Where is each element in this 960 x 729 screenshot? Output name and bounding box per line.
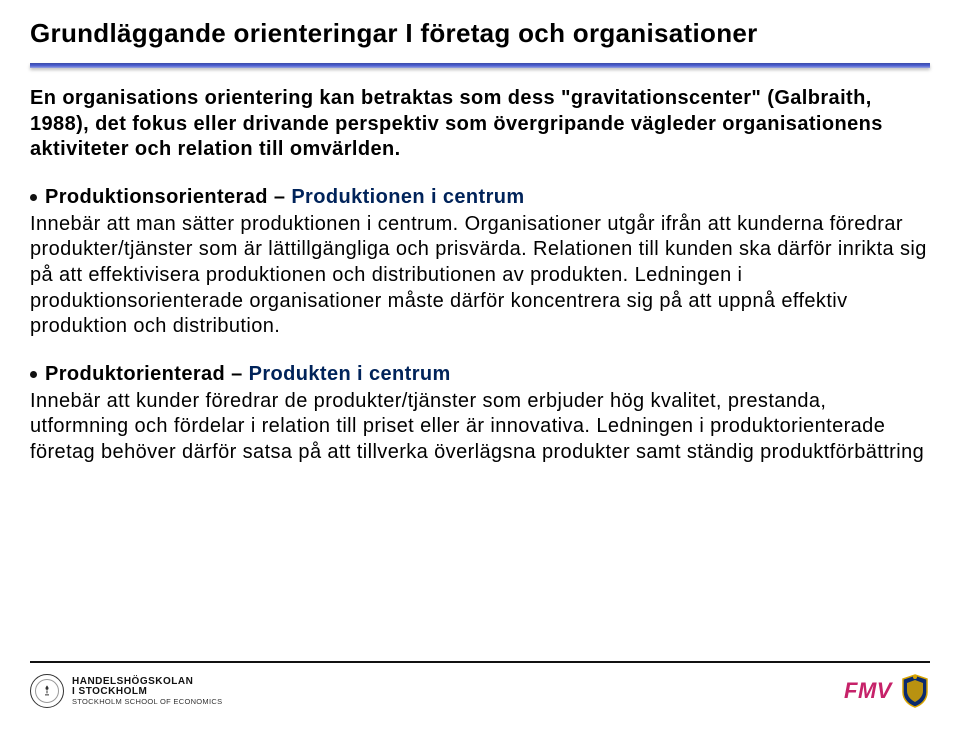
content-area: En organisations orientering kan betrakt…: [30, 86, 930, 466]
intro-paragraph: En organisations orientering kan betrakt…: [30, 86, 930, 163]
hand-mercury-icon: [41, 684, 53, 696]
hhs-seal-icon: [30, 674, 64, 708]
fmv-logo: FMV: [844, 674, 930, 708]
heading-bold: Produktionsorienterad –: [45, 186, 291, 208]
bullet-icon: [30, 194, 37, 201]
hhs-logo: HANDELSHÖGSKOLAN I STOCKHOLM STOCKHOLM S…: [30, 674, 222, 708]
bullet-icon: [30, 371, 37, 378]
section-produktionsorienterad: Produktionsorienterad – Produktionen i c…: [30, 185, 930, 340]
slide: Grundläggande orienteringar I företag oc…: [0, 0, 960, 729]
heading-navy: Produkten i centrum: [249, 363, 451, 385]
slide-title: Grundläggande orienteringar I företag oc…: [30, 18, 930, 49]
section-body: Innebär att man sätter produktionen i ce…: [30, 212, 930, 340]
footer: HANDELSHÖGSKOLAN I STOCKHOLM STOCKHOLM S…: [30, 661, 930, 717]
hhs-line3: STOCKHOLM SCHOOL OF ECONOMICS: [72, 698, 222, 706]
footer-row: HANDELSHÖGSKOLAN I STOCKHOLM STOCKHOLM S…: [30, 669, 930, 713]
section-body: Innebär att kunder föredrar de produkter…: [30, 389, 930, 466]
fmv-crest-icon: [900, 674, 930, 708]
title-underline: [30, 63, 930, 68]
hhs-line2: I STOCKHOLM: [72, 687, 222, 698]
heading-navy: Produktionen i centrum: [291, 186, 524, 208]
fmv-wordmark: FMV: [844, 678, 892, 704]
footer-rule: [30, 661, 930, 663]
section-heading: Produktionsorienterad – Produktionen i c…: [30, 185, 930, 210]
section-produktorienterad: Produktorienterad – Produkten i centrum …: [30, 362, 930, 466]
hhs-text: HANDELSHÖGSKOLAN I STOCKHOLM STOCKHOLM S…: [72, 677, 222, 706]
heading-bold: Produktorienterad –: [45, 363, 249, 385]
section-heading: Produktorienterad – Produkten i centrum: [30, 362, 930, 387]
